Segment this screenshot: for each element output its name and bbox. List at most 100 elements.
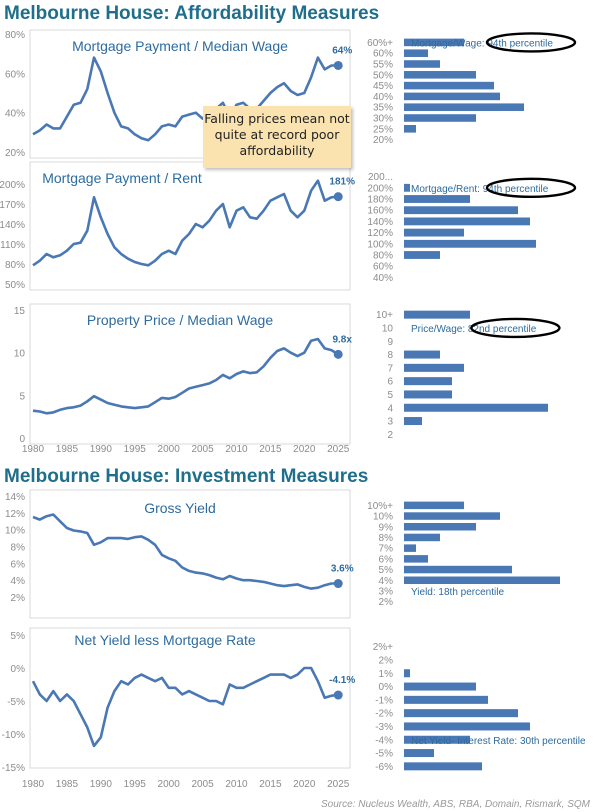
histogram-bar	[404, 390, 452, 399]
histogram-bar	[404, 195, 470, 203]
x-tick-label: 2010	[225, 444, 248, 455]
histogram-bar	[404, 228, 464, 237]
bar-category-label: 2%+	[373, 642, 393, 653]
y-tick-label: 2%	[11, 593, 26, 604]
histogram-bar	[404, 523, 476, 531]
end-point-marker	[333, 579, 343, 589]
y-tick-label: 50%	[5, 280, 25, 291]
bar-category-label: 200...	[368, 172, 393, 183]
bar-category-label: 8	[387, 350, 393, 361]
bar-category-label: 4%	[379, 576, 394, 587]
bar-category-label: 10+	[376, 310, 393, 321]
histogram-bar	[404, 749, 434, 758]
histogram-bar	[404, 377, 452, 386]
x-tick-label: 2025	[327, 444, 350, 455]
highlight-circle	[485, 177, 577, 199]
panel-title: Gross Yield	[144, 500, 216, 516]
panel-title: Net Yield less Mortgage Rate	[74, 632, 256, 648]
bar-category-label: 40%	[373, 92, 393, 103]
y-tick-label: 80%	[5, 260, 25, 271]
bar-category-label: -3%	[375, 722, 393, 733]
bar-category-label: 35%	[373, 103, 393, 114]
y-tick-label: 0	[19, 434, 25, 445]
histogram-bar	[404, 669, 410, 678]
bar-category-label: 200%	[367, 183, 393, 194]
histogram-bar	[404, 363, 464, 372]
histogram-bar	[404, 512, 500, 520]
bar-category-label: -5%	[375, 749, 393, 760]
x-tick-label: 1995	[124, 779, 147, 790]
bar-category-label: 40%	[373, 273, 393, 284]
x-tick-label: 2010	[225, 779, 248, 790]
y-tick-label: 4%	[11, 576, 26, 587]
y-tick-label: 20%	[5, 148, 25, 159]
y-tick-label: 10	[14, 349, 26, 360]
bar-category-label: 0%	[379, 682, 394, 693]
bar-category-label: 5	[387, 390, 393, 401]
bar-category-label: -6%	[375, 762, 393, 773]
series-line	[32, 179, 339, 267]
x-tick-label: 2000	[158, 779, 181, 790]
histogram-bar	[404, 709, 518, 718]
y-tick-label: 170%	[0, 200, 25, 211]
bar-category-label: 9	[387, 337, 393, 348]
x-tick-label: 2015	[259, 444, 282, 455]
x-tick-label: 2005	[191, 444, 214, 455]
bar-category-label: 5%	[379, 565, 394, 576]
bar-category-label: 60%	[373, 262, 393, 273]
y-tick-label: 10%	[5, 526, 25, 537]
affordability-title: Melbourne House: Affordability Measures	[4, 3, 380, 24]
histogram-bar	[404, 81, 494, 90]
histogram-bar	[404, 544, 416, 552]
histogram-bar	[404, 555, 428, 563]
bar-category-label: 9%	[379, 522, 394, 533]
bar-category-label: 4	[387, 403, 393, 414]
bar-category-label: 1%	[379, 669, 394, 680]
bar-category-label: 60%	[373, 49, 393, 60]
x-tick-label: 2005	[191, 779, 214, 790]
y-tick-label: 140%	[0, 220, 25, 231]
y-tick-label: -15%	[2, 763, 25, 774]
histogram-bar	[404, 60, 440, 68]
histogram-bar	[404, 49, 428, 57]
bar-category-label: 3%	[379, 586, 394, 597]
percentile-label: Mortgage/Wage: 94th percentile	[411, 38, 553, 49]
histogram-bar	[404, 735, 470, 744]
y-tick-label: -5%	[7, 697, 25, 708]
end-value-label: 64%	[332, 45, 352, 56]
histogram-bar	[404, 417, 422, 426]
highlight-circle	[485, 32, 577, 53]
histogram-bar	[404, 251, 440, 259]
bar-category-label: 2%	[379, 597, 394, 608]
histogram-bar	[404, 183, 410, 192]
end-value-label: 181%	[329, 177, 355, 188]
histogram-bar	[404, 695, 488, 704]
bar-category-label: 30%	[373, 114, 393, 125]
panel-frame	[29, 489, 351, 619]
histogram-bar	[404, 722, 530, 731]
x-tick-label: 1985	[56, 779, 79, 790]
percentile-label: Mortgage/Rent: 94th percentile	[411, 184, 549, 195]
x-tick-label: 2020	[293, 779, 316, 790]
histogram-bar	[404, 217, 530, 226]
histogram-bar	[404, 92, 500, 101]
y-tick-label: 200%	[0, 180, 25, 191]
bar-category-label: 55%	[373, 60, 393, 71]
bar-category-label: 2%	[379, 655, 394, 666]
bar-category-label: 50%	[373, 70, 393, 81]
series-line	[32, 56, 339, 142]
panel-title: Mortgage Payment / Median Wage	[72, 38, 288, 54]
histogram-bar	[404, 501, 464, 510]
y-tick-label: -10%	[2, 730, 25, 741]
x-tick-label: 2015	[259, 779, 282, 790]
histogram-bar	[404, 114, 476, 122]
bar-category-label: 2	[387, 430, 393, 441]
y-tick-label: 80%	[5, 30, 25, 41]
panel-frame	[29, 161, 351, 291]
bar-category-label: 10%+	[367, 501, 393, 512]
y-tick-label: 110%	[0, 240, 25, 251]
bar-category-label: 160%	[367, 206, 393, 217]
panel-frame	[29, 303, 351, 445]
histogram-bar	[404, 206, 518, 215]
x-tick-label: 1980	[22, 779, 45, 790]
